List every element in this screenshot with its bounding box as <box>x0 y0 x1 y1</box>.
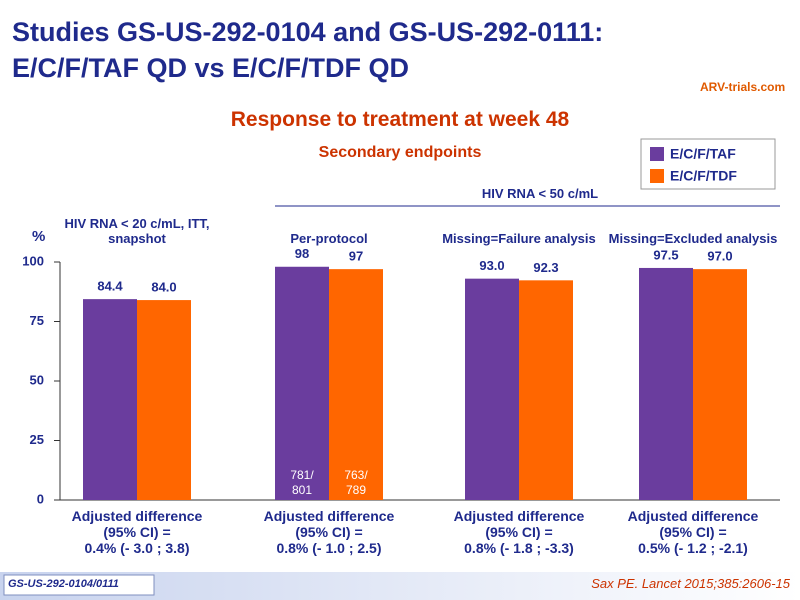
value-label: 92.3 <box>533 260 558 275</box>
annotation-line: (95% CI) = <box>295 524 363 540</box>
value-label: 84.0 <box>151 280 176 295</box>
value-label: 97 <box>349 249 363 264</box>
inner-label: 781/ <box>290 468 314 482</box>
chart-title: Response to treatment at week 48 <box>230 108 570 131</box>
annotation-line: Adjusted difference <box>627 508 759 524</box>
legend-label: E/C/F/TDF <box>670 168 737 184</box>
x-category-label: Missing=Failure analysis <box>442 231 596 246</box>
title-line: E/C/F/TAF QD vs E/C/F/TDF QD <box>12 53 410 83</box>
y-tick-label: 0 <box>37 491 44 506</box>
annotation-line: 0.8% (- 1.0 ; 2.5) <box>276 540 382 556</box>
bar <box>275 266 329 500</box>
logo: ARV-trials.com <box>700 80 786 94</box>
bar <box>639 267 693 500</box>
legend-swatch <box>650 169 664 183</box>
bar <box>693 269 747 500</box>
annotation-line: Adjusted difference <box>71 508 203 524</box>
bar <box>329 269 383 500</box>
x-category-label: HIV RNA < 20 c/mL, ITT, snapshot <box>64 216 210 246</box>
inner-label: 801 <box>292 483 312 497</box>
adjusted-difference: Adjusted difference (95% CI) = 0.8% (- 1.8… <box>424 508 614 556</box>
legend-label: E/C/F/TAF <box>670 146 736 162</box>
annotation-line: (95% CI) = <box>103 524 171 540</box>
y-tick-label: 100 <box>22 253 44 268</box>
value-label: 93.0 <box>479 258 504 273</box>
reference: Sax PE. Lancet 2015;385:2606-15 <box>591 576 790 591</box>
adjusted-difference: Adjusted difference (95% CI) = 0.4% (- 3.0… <box>42 508 232 556</box>
value-label: 97.0 <box>707 249 732 264</box>
annotation-line: 0.8% (- 1.8 ; -3.3) <box>464 540 574 556</box>
annotation-line: 0.5% (- 1.2 ; -2.1) <box>638 540 748 556</box>
y-axis-label: % <box>32 228 46 245</box>
annotation-line: 0.4% (- 3.0 ; 3.8) <box>84 540 190 556</box>
value-label: 98 <box>295 246 309 261</box>
slide-title: Studies GS-US-292-0104 and GS-US-292-011… <box>12 14 603 86</box>
annotation-line: Adjusted difference <box>453 508 585 524</box>
title-line: Studies GS-US-292-0104 and GS-US-292-011… <box>12 17 604 47</box>
adjusted-difference: Adjusted difference (95% CI) = 0.8% (- 1.0… <box>234 508 424 556</box>
bar <box>83 299 137 500</box>
adjusted-difference: Adjusted difference (95% CI) = 0.5% (- 1.2… <box>598 508 788 556</box>
legend-swatch <box>650 147 664 161</box>
x-category-label: Per-protocol <box>290 231 368 246</box>
study-tag-box <box>3 574 155 596</box>
annotation-line: (95% CI) = <box>659 524 727 540</box>
value-label: 97.5 <box>653 247 678 262</box>
bar <box>519 280 573 500</box>
value-label: 84.4 <box>97 279 123 294</box>
study-tag: GS-US-292-0104/0111 <box>8 578 119 590</box>
group-header: HIV RNA < 50 c/mL <box>481 186 599 201</box>
bar <box>137 300 191 500</box>
inner-label: 763/ <box>344 468 368 482</box>
y-tick-label: 50 <box>30 372 44 387</box>
y-tick-label: 75 <box>30 313 44 328</box>
y-tick-label: 25 <box>30 432 44 447</box>
x-category-label: Missing=Excluded analysis <box>608 231 778 246</box>
inner-label: 789 <box>346 483 366 497</box>
annotation-line: (95% CI) = <box>485 524 553 540</box>
chart-subtitle: Secondary endpoints <box>318 144 482 161</box>
annotation-line: Adjusted difference <box>263 508 395 524</box>
bar <box>465 278 519 500</box>
